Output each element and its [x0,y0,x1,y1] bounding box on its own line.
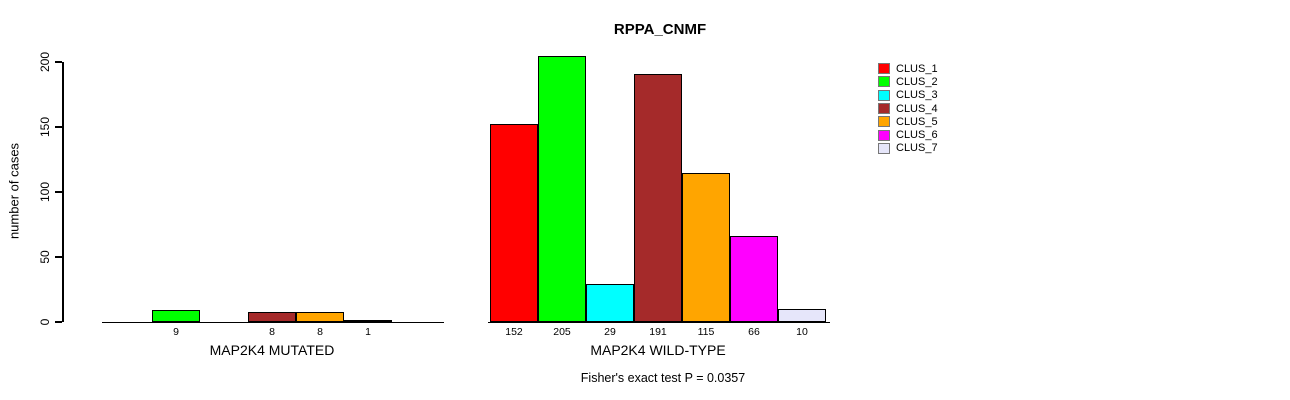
legend-item: CLUS_3 [878,89,938,102]
y-axis-tick [55,61,62,63]
legend-item: CLUS_5 [878,115,938,128]
y-axis-title: number of cases [6,142,22,240]
legend-item: CLUS_1 [878,62,938,75]
bar-group-map2k4-wild-type [490,55,826,322]
bar-value-label: 152 [505,326,523,338]
bar-value-label: 191 [649,326,667,338]
legend-swatch-clus_5 [878,116,890,128]
x-axis-line-map2k4-mutated [102,321,444,323]
bar-clus_4-map2k4-wild-type [634,73,682,322]
legend-item: CLUS_7 [878,142,938,155]
bar-clus_1-map2k4-wild-type [490,124,538,322]
legend-label: CLUS_2 [896,75,938,88]
plot-title: RPPA_CNMF [613,21,707,38]
bar-value-label: 29 [604,326,616,338]
legend-swatch-clus_2 [878,76,890,88]
bar-value-label: 66 [748,326,760,338]
legend-label: CLUS_7 [896,142,938,155]
legend-swatch-clus_1 [878,63,890,75]
y-axis-tick [55,321,62,323]
bar-value-label: 8 [269,326,275,338]
bar-clus_6-map2k4-wild-type [730,236,778,322]
x-axis-line-map2k4-wild-type [488,321,830,323]
legend-swatch-clus_6 [878,129,890,141]
y-axis-tick-label: 150 [38,116,52,138]
y-axis-tick [55,256,62,258]
legend-label: CLUS_4 [896,102,938,115]
bar-clus_5-map2k4-mutated [296,311,344,322]
y-axis-tick [55,126,62,128]
bar-value-label: 8 [317,326,323,338]
legend-swatch-clus_3 [878,89,890,101]
y-axis-tick-label: 0 [38,318,52,326]
bar-value-label: 10 [796,326,808,338]
fisher-test-annotation: Fisher's exact test P = 0.0357 [580,371,746,385]
y-axis-tick [55,191,62,193]
legend-label: CLUS_6 [896,129,938,142]
y-axis-tick-label: 100 [38,181,52,203]
legend-swatch-clus_4 [878,103,890,115]
y-axis-tick-label: 200 [38,51,52,73]
x-axis-title-map2k4-wild-type: MAP2K4 WILD-TYPE [590,342,726,358]
bar-value-label: 1 [365,326,371,338]
legend-label: CLUS_1 [896,62,938,75]
bar-clus_3-map2k4-wild-type [586,284,634,322]
bar-clus_2-map2k4-wild-type [538,55,586,322]
legend-item: CLUS_6 [878,128,938,141]
bar-group-map2k4-mutated [104,62,440,322]
legend-item: CLUS_4 [878,102,938,115]
bar-value-label: 115 [697,326,715,338]
legend-item: CLUS_2 [878,75,938,88]
legend-swatch-clus_7 [878,142,890,154]
bar-clus_7-map2k4-wild-type [778,309,826,322]
y-axis-line [62,62,64,322]
bar-clus_2-map2k4-mutated [152,310,200,322]
legend: CLUS_1 CLUS_2 CLUS_3 CLUS_4 CLUS_5 CLUS_6 CLUS… [878,62,938,155]
bar-clus_4-map2k4-mutated [248,311,296,322]
bar-value-label: 205 [553,326,571,338]
bar-clus_5-map2k4-wild-type [682,172,730,322]
y-axis-tick-label: 50 [38,250,52,264]
legend-label: CLUS_3 [896,89,938,102]
bar-value-label: 9 [173,326,179,338]
legend-label: CLUS_5 [896,115,938,128]
x-axis-title-map2k4-mutated: MAP2K4 MUTATED [209,342,335,358]
